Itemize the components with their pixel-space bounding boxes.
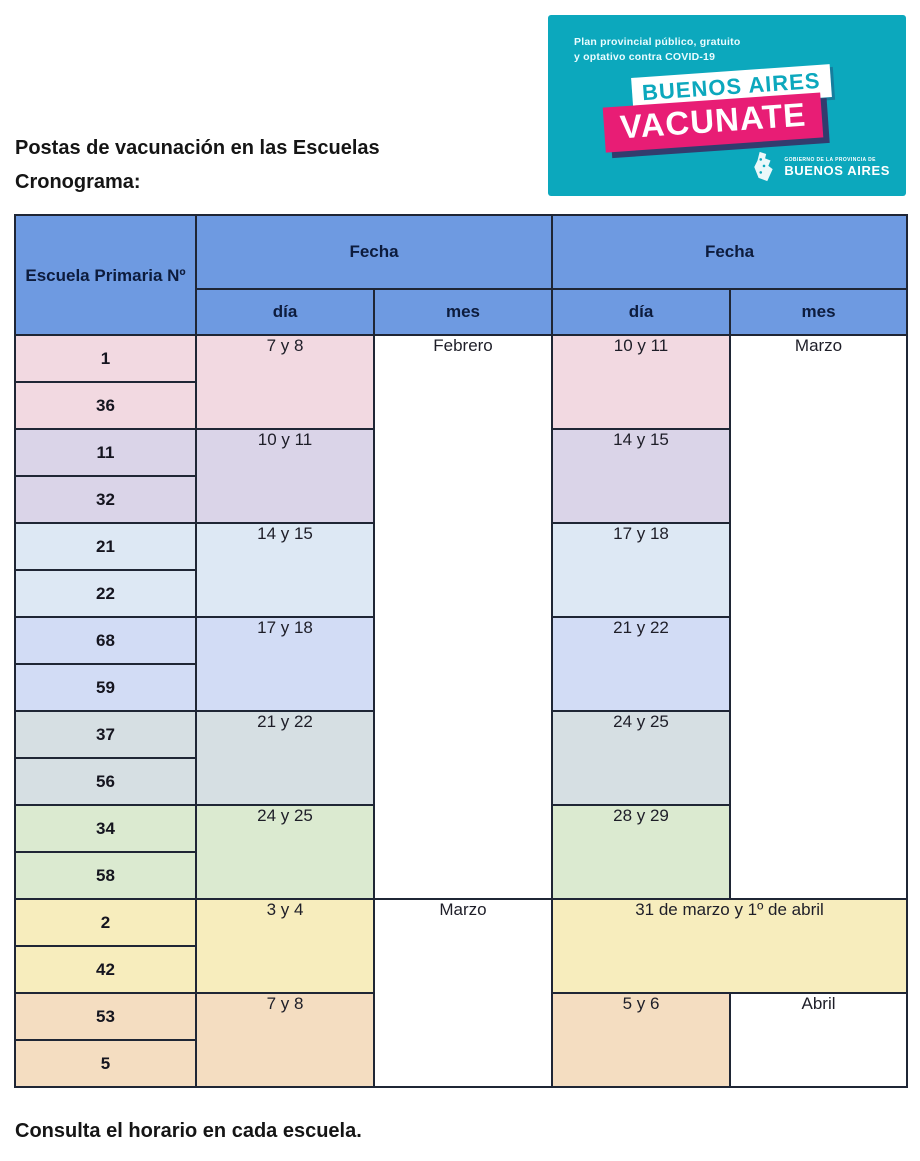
logo-tagline-line1: Plan provincial público, gratuito — [574, 36, 741, 48]
mes-cell-febrero: Febrero — [372, 334, 554, 900]
escuela-cell: 5 — [14, 1039, 197, 1088]
mes-cell-marzo-right: Marzo — [729, 334, 909, 900]
escuela-cell: 11 — [14, 428, 197, 477]
mes-cell-marzo-left: Marzo — [372, 898, 554, 1088]
dia-cell: 21 y 22 — [551, 616, 732, 712]
dia-cell: 24 y 25 — [551, 710, 732, 806]
footer-note: Consulta el horario en cada escuela. — [15, 1120, 362, 1142]
header-mes-right: mes — [729, 288, 909, 336]
escuela-cell: 58 — [14, 851, 197, 900]
escuela-cell: 36 — [14, 381, 197, 430]
dia-cell: 7 y 8 — [195, 334, 375, 430]
escuela-cell: 59 — [14, 663, 197, 712]
logo-tagline-line2: y optativo contra COVID-19 — [574, 51, 716, 63]
header-dia-right: día — [551, 288, 732, 336]
header-escuela: Escuela Primaria Nº — [14, 214, 197, 336]
dia-cell: 14 y 15 — [195, 522, 375, 618]
escuela-cell: 34 — [14, 804, 197, 853]
mes-cell-abril: Abril — [729, 992, 909, 1088]
gov-small-text: GOBIERNO DE LA PROVINCIA DE — [784, 156, 876, 163]
escuela-cell: 1 — [14, 334, 197, 383]
escuela-cell: 56 — [14, 757, 197, 806]
dia-cell: 5 y 6 — [551, 992, 732, 1088]
dia-cell: 10 y 11 — [551, 334, 732, 430]
cronograma-table: Escuela Primaria Nº Fecha Fecha día mes … — [14, 214, 909, 1088]
dia-cell: 7 y 8 — [195, 992, 375, 1088]
page-title-line1: Postas de vacunación en las Escuelas — [15, 137, 380, 159]
dia-cell: 10 y 11 — [195, 428, 375, 524]
dia-cell: 17 y 18 — [195, 616, 375, 712]
dia-cell: 17 y 18 — [551, 522, 732, 618]
page-title-line2: Cronograma: — [15, 171, 141, 193]
escuela-cell: 2 — [14, 898, 197, 947]
page-title: Postas de vacunación en las Escuelas Cro… — [15, 131, 380, 199]
gov-logo: GOBIERNO DE LA PROVINCIA DE BUENOS AIRES — [751, 150, 890, 184]
escuela-cell: 32 — [14, 475, 197, 524]
dia-cell: 21 y 22 — [195, 710, 375, 806]
logo-tagline: Plan provincial público, gratuito y opta… — [574, 35, 740, 65]
gov-name-text: BUENOS AIRES — [784, 162, 890, 178]
dia-merged-cell: 31 de marzo y 1º de abril — [551, 898, 909, 994]
header-dia-left: día — [195, 288, 375, 336]
dia-cell: 14 y 15 — [551, 428, 732, 524]
escuela-cell: 21 — [14, 522, 197, 571]
header-mes-left: mes — [372, 288, 554, 336]
dia-cell: 28 y 29 — [551, 804, 732, 900]
gov-text: GOBIERNO DE LA PROVINCIA DE BUENOS AIRES — [784, 157, 890, 178]
escuela-cell: 53 — [14, 992, 197, 1041]
escuela-cell: 37 — [14, 710, 197, 759]
dia-cell: 3 y 4 — [195, 898, 375, 994]
escuela-cell: 68 — [14, 616, 197, 665]
vacunate-logo: Plan provincial público, gratuito y opta… — [548, 15, 906, 196]
province-map-icon — [754, 151, 773, 182]
header-fecha-right: Fecha — [551, 214, 909, 290]
escuela-cell: 42 — [14, 945, 197, 994]
dia-cell: 24 y 25 — [195, 804, 375, 900]
escuela-cell: 22 — [14, 569, 197, 618]
header-fecha-left: Fecha — [194, 214, 554, 290]
